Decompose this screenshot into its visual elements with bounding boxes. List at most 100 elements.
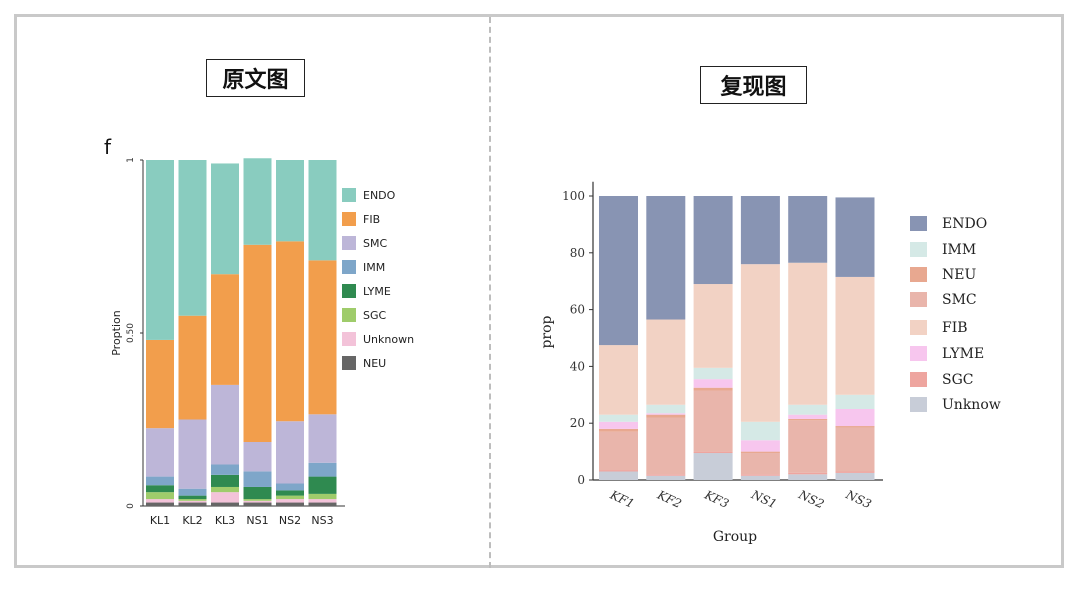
bar-segment-endo-ns2 xyxy=(276,160,304,242)
bar-segment-sgc-kf2 xyxy=(646,474,686,476)
legend-swatch-sgc xyxy=(342,308,356,322)
bar-segment-fib-kf1 xyxy=(599,345,638,415)
bar-segment-imm-kl2 xyxy=(178,488,207,496)
bar-segment-endo-kl2 xyxy=(178,160,207,316)
x-tick-label: KL3 xyxy=(215,514,235,527)
bar-segment-fib-ns1 xyxy=(740,264,780,422)
legend-label-fib: FIB xyxy=(942,320,968,336)
bar-segment-sgc-ns3 xyxy=(308,493,337,500)
legend-label-unknow: Unknow xyxy=(942,397,1001,413)
bar-segment-lyme-kf1 xyxy=(599,421,638,429)
bar-segment-smc-ns3 xyxy=(835,427,875,472)
y-tick-label: 0 xyxy=(577,473,585,487)
legend-swatch-fib xyxy=(910,320,927,335)
bar-segment-unknown-ns2 xyxy=(276,499,304,503)
legend-swatch-imm xyxy=(342,260,356,274)
legend-label-lyme: LYME xyxy=(363,285,391,298)
bar-segment-fib-kl2 xyxy=(178,315,207,420)
bar-segment-imm-kl1 xyxy=(146,476,174,486)
legend-label-sgc: SGC xyxy=(363,309,387,322)
legend-label-imm: IMM xyxy=(363,261,385,274)
bar-segment-neu-kf2 xyxy=(646,414,686,418)
bar-segment-fib-kl3 xyxy=(211,274,239,385)
y-tick-label: 80 xyxy=(570,246,585,260)
x-tick-label: KL2 xyxy=(182,514,202,527)
x-tick-label: NS3 xyxy=(311,514,333,527)
bar-segment-unknow-kf1 xyxy=(599,471,638,480)
x-tick-label: KL1 xyxy=(150,514,170,527)
y-tick-label: 0 xyxy=(126,503,136,509)
legend-swatch-smc xyxy=(342,236,356,250)
bar-segment-smc-kl1 xyxy=(146,428,174,477)
legend-label-imm: IMM xyxy=(942,242,976,258)
bar-segment-lyme-ns1 xyxy=(243,486,272,500)
bar-segment-unknow-ns2 xyxy=(788,474,828,480)
bar-segment-smc-kf1 xyxy=(599,431,638,471)
bar-segment-unknow-ns1 xyxy=(740,475,780,480)
legend-swatch-lyme xyxy=(342,284,356,298)
x-tick-label: NS1 xyxy=(748,487,779,511)
bar-segment-lyme-ns3 xyxy=(308,476,337,494)
x-axis-label: Group xyxy=(713,529,757,545)
y-tick-label: 1 xyxy=(126,157,136,163)
legend-swatch-neu xyxy=(342,356,356,370)
bar-segment-unknown-kl1 xyxy=(146,499,174,503)
bar-segment-unknow-kf3 xyxy=(693,453,733,480)
bar-segment-fib-ns2 xyxy=(788,262,828,405)
legend-label-smc: SMC xyxy=(363,237,387,250)
bar-segment-fib-ns1 xyxy=(243,244,272,442)
bar-segment-lyme-kf2 xyxy=(646,413,686,415)
bar-segment-smc-ns1 xyxy=(740,453,780,475)
legend-swatch-lyme xyxy=(910,346,927,361)
bar-segment-endo-ns3 xyxy=(308,160,337,261)
bar-segment-smc-ns2 xyxy=(788,420,828,473)
legend-swatch-smc xyxy=(910,292,927,307)
bar-segment-smc-kl2 xyxy=(178,419,207,489)
bar-segment-unknown-ns3 xyxy=(308,499,337,503)
legend-label-endo: ENDO xyxy=(942,216,987,232)
original-stacked-bar-chart: 0 0.50 1 Proption KL1 KL2 KL3 NS1 NS2 NS3 ENDO FIB S… xyxy=(110,157,414,527)
bar-segment-sgc-kl1 xyxy=(146,492,174,500)
bar-segment-lyme-ns2 xyxy=(788,414,828,419)
bar-segment-endo-ns2 xyxy=(788,196,828,263)
bar-segment-imm-ns2 xyxy=(276,483,304,491)
bar-segment-unknow-kf2 xyxy=(646,475,686,480)
bar-segment-sgc-ns2 xyxy=(788,472,828,475)
bar-segment-sgc-ns2 xyxy=(276,495,304,500)
bar-segment-fib-kf2 xyxy=(646,319,686,405)
bar-segment-neu-ns3 xyxy=(835,426,875,428)
legend-swatch-fib xyxy=(342,212,356,226)
panel-letter: f xyxy=(104,135,112,159)
bar-segment-sgc-ns1 xyxy=(243,499,272,501)
bar-segment-neu-ns2 xyxy=(276,502,304,506)
x-tick-label: NS1 xyxy=(246,514,268,527)
legend-label-lyme: LYME xyxy=(942,346,984,362)
bar-segment-fib-ns3 xyxy=(835,276,875,395)
bar-segment-neu-kl1 xyxy=(146,502,174,506)
legend-label-fib: FIB xyxy=(363,213,380,226)
bar-segment-smc-ns3 xyxy=(308,414,337,463)
bar-segment-imm-ns3 xyxy=(308,462,337,477)
bar-segment-imm-ns3 xyxy=(835,394,875,409)
bar-segment-sgc-kl3 xyxy=(211,486,239,493)
bar-segment-imm-kf1 xyxy=(599,414,638,422)
legend-swatch-endo xyxy=(342,188,356,202)
bar-segment-endo-ns1 xyxy=(740,196,780,265)
bar-segment-imm-ns1 xyxy=(740,421,780,441)
bar-segment-neu-kl3 xyxy=(211,502,239,506)
bar-segment-imm-ns2 xyxy=(788,404,828,415)
bar-segment-lyme-kl2 xyxy=(178,495,207,500)
bar-segment-unknown-kl3 xyxy=(211,492,239,503)
bar-segment-neu-ns3 xyxy=(308,502,337,506)
x-tick-label: KF3 xyxy=(702,487,732,511)
bar-segment-smc-ns2 xyxy=(276,421,304,484)
x-tick-label: NS3 xyxy=(843,487,874,511)
bar-segment-fib-kf3 xyxy=(693,284,733,368)
bar-segment-lyme-kl1 xyxy=(146,485,174,493)
bar-segment-unknown-kl2 xyxy=(178,500,207,503)
x-tick-label: NS2 xyxy=(796,487,827,511)
x-tick-label: KF1 xyxy=(607,487,636,511)
legend-label-endo: ENDO xyxy=(363,189,396,202)
legend-label-unknown: Unknown xyxy=(363,333,414,346)
y-tick-label: 0.50 xyxy=(126,323,136,343)
